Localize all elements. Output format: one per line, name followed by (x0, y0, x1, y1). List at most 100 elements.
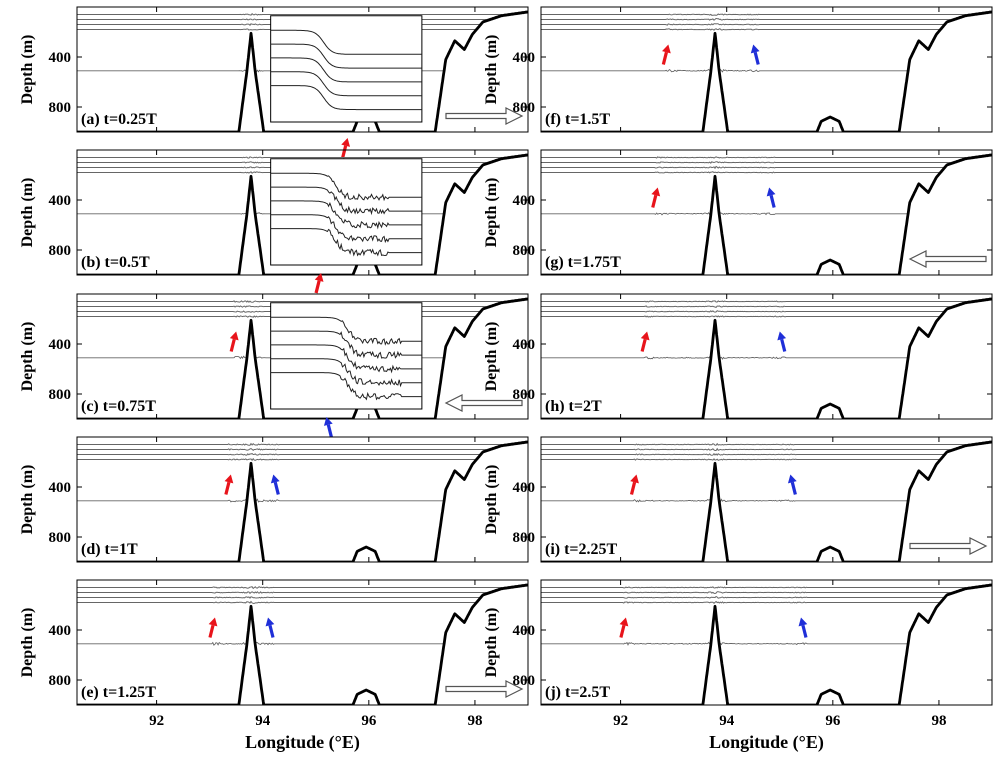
panel-e: 400 800 (e) t=1.25T Depth (m) 92 94 96 98 Longit… (19, 579, 529, 753)
isopycnal-line-1-seg0 (541, 440, 992, 446)
topography-line (541, 583, 992, 705)
x-tick-label: 98 (467, 713, 482, 729)
blue-wave-marker-shaft (273, 481, 280, 495)
y-axis-label: Depth (m) (19, 608, 36, 678)
red-wave-marker-shaft (629, 481, 637, 495)
x-tick-label: 94 (719, 713, 735, 729)
isopycnal-line-5-seg0 (77, 641, 248, 646)
panel-plot-area (77, 10, 528, 132)
panel-plot-area (77, 583, 528, 705)
y-tick-label: 400 (513, 480, 536, 496)
y-tick-label: 800 (49, 673, 72, 689)
panel-frame (76, 6, 529, 133)
inset-line-3 (270, 200, 422, 230)
inset-red-wave-marker-shaft (314, 280, 321, 294)
panel-a: 400 800 (a) t=0.25T Depth (m) (19, 6, 529, 159)
isopycnal-line-5-seg0 (541, 499, 710, 503)
isopycnal-line-4-seg0 (541, 440, 992, 461)
y-tick-label: 800 (49, 387, 72, 403)
panel-label: (i) t=2.25T (545, 541, 618, 558)
topography-line (541, 297, 992, 419)
panel-frame (76, 579, 529, 706)
inset-box (270, 15, 423, 123)
topography-line (77, 583, 528, 705)
y-tick-label: 400 (513, 337, 536, 353)
x-tick-label: 94 (255, 713, 271, 729)
isopycnal-line-5-seg0 (77, 499, 248, 503)
x-axis-label: Longitude (°E) (245, 732, 360, 753)
isopycnal-line-4-seg0 (541, 10, 992, 31)
inset-line-3 (270, 57, 422, 83)
red-wave-marker-shaft (619, 624, 626, 638)
isopycnal-line-5-seg0 (541, 355, 712, 360)
blue-wave-marker-shaft (769, 194, 776, 208)
red-wave-marker-shaft (661, 51, 668, 65)
panel-plot-area (77, 297, 528, 419)
isopycnal-line-1-seg0 (77, 297, 528, 303)
panel-label: (a) t=0.25T (81, 111, 157, 128)
direction-arrow-right-8 (909, 537, 988, 555)
blue-wave-marker-head (777, 331, 787, 341)
isopycnal-line-5-seg0 (541, 68, 711, 73)
isopycnal-line-1-seg0 (77, 583, 528, 590)
inset-line-2 (270, 330, 422, 360)
x-axis-label: Longitude (°E) (709, 732, 824, 753)
panel-plot-area (77, 440, 528, 562)
y-tick-label: 400 (49, 337, 72, 353)
isopycnal-line-3-seg0 (77, 440, 528, 456)
y-axis-label: Depth (m) (483, 465, 500, 535)
red-wave-marker-shaft (640, 338, 647, 352)
isopycnal-line-5-seg0 (77, 69, 247, 72)
blue-wave-marker-head (265, 617, 275, 627)
x-tick-label: 92 (149, 713, 164, 729)
isopycnal-line-2-seg0 (541, 10, 992, 21)
panel-label: (h) t=2T (545, 398, 602, 415)
x-tick-label: 96 (825, 713, 841, 729)
inset-blue-wave-marker-head (323, 417, 333, 426)
panel-frame (540, 6, 993, 133)
isopycnal-line-1-seg0 (541, 297, 992, 303)
direction-arrow-right-4 (445, 680, 524, 698)
isopycnal-line-2-seg0 (541, 440, 992, 451)
inset-line-4 (270, 214, 422, 244)
panel-frame (540, 149, 993, 276)
isopycnal-line-1-seg0 (77, 440, 528, 446)
panel-d: 400 800 (d) t=1T Depth (m) (19, 436, 529, 563)
inset-line-2 (270, 186, 422, 216)
red-wave-marker-head (208, 617, 218, 627)
inset-line-1 (270, 316, 422, 346)
topography-line (541, 153, 992, 275)
topography-line (77, 297, 528, 419)
inset-line-5 (270, 372, 422, 401)
isopycnal-line-1-seg0 (541, 10, 992, 16)
inset-red-wave-marker-head (341, 138, 351, 147)
direction-arrow-right-0 (445, 107, 524, 125)
blue-wave-marker-head (798, 617, 808, 627)
inset-line-3 (270, 344, 422, 374)
y-axis-label: Depth (m) (483, 322, 500, 392)
y-tick-label: 400 (49, 193, 72, 209)
inset-red-wave-marker-shaft (341, 145, 348, 159)
y-axis-label: Depth (m) (19, 178, 36, 248)
y-axis-label: Depth (m) (483, 608, 500, 678)
panel-plot-area (541, 440, 992, 562)
isopycnal-line-1-seg0 (541, 153, 992, 159)
inset-line-5 (270, 85, 422, 111)
topography-line (541, 10, 992, 132)
isopycnal-line-3-seg0 (541, 153, 992, 170)
red-wave-marker-head (630, 474, 639, 484)
panel-frame (76, 149, 529, 276)
blue-wave-marker-shaft (780, 338, 787, 352)
isopycnal-line-4-seg0 (541, 153, 992, 174)
y-tick-label: 800 (513, 673, 536, 689)
panel-i: 400 800 (i) t=2.25T Depth (m) (483, 436, 993, 563)
red-wave-marker-shaft (208, 624, 215, 638)
panel-label: (g) t=1.75T (545, 254, 621, 271)
red-wave-marker-head (224, 474, 234, 484)
panel-g: 400 800 (g) t=1.75T Depth (m) (483, 149, 993, 276)
panel-frame (540, 579, 993, 706)
y-tick-label: 400 (513, 193, 536, 209)
red-wave-marker-head (619, 617, 629, 627)
panel-frame (540, 293, 993, 420)
